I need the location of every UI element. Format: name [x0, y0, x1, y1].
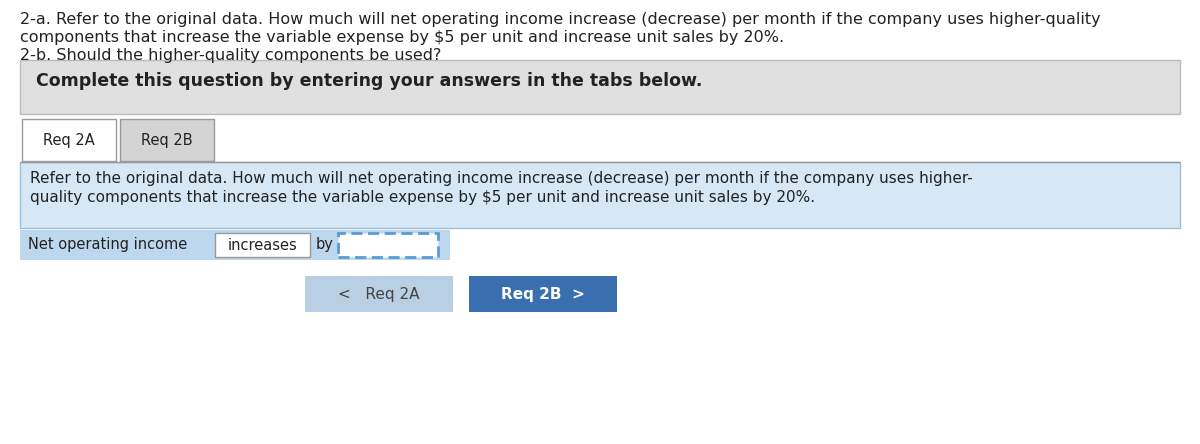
Text: Complete this question by entering your answers in the tabs below.: Complete this question by entering your …: [36, 72, 702, 90]
Text: Req 2B  >: Req 2B >: [502, 286, 584, 301]
Bar: [215, 233, 310, 257]
Text: components that increase the variable expense by $5 per unit and increase unit s: components that increase the variable ex…: [20, 30, 784, 45]
Text: <   Req 2A: < Req 2A: [338, 286, 420, 301]
Bar: [338, 233, 438, 257]
Bar: [20, 230, 450, 260]
Bar: [20, 118, 1180, 163]
Text: by: by: [316, 238, 334, 253]
Text: Refer to the original data. How much will net operating income increase (decreas: Refer to the original data. How much wil…: [30, 171, 973, 186]
Text: increases: increases: [228, 238, 298, 253]
Text: quality components that increase the variable expense by $5 per unit and increas: quality components that increase the var…: [30, 190, 815, 205]
Bar: [305, 276, 454, 312]
Bar: [20, 60, 1180, 114]
Text: Net operating income: Net operating income: [28, 238, 187, 253]
Bar: [120, 119, 214, 161]
Text: Req 2A: Req 2A: [43, 132, 95, 147]
Text: 2-a. Refer to the original data. How much will net operating income increase (de: 2-a. Refer to the original data. How muc…: [20, 12, 1100, 27]
Text: 2-b. Should the higher-quality components be used?: 2-b. Should the higher-quality component…: [20, 48, 442, 63]
Bar: [22, 119, 116, 161]
Bar: [20, 162, 1180, 228]
Text: Req 2B: Req 2B: [142, 132, 193, 147]
Bar: [469, 276, 617, 312]
